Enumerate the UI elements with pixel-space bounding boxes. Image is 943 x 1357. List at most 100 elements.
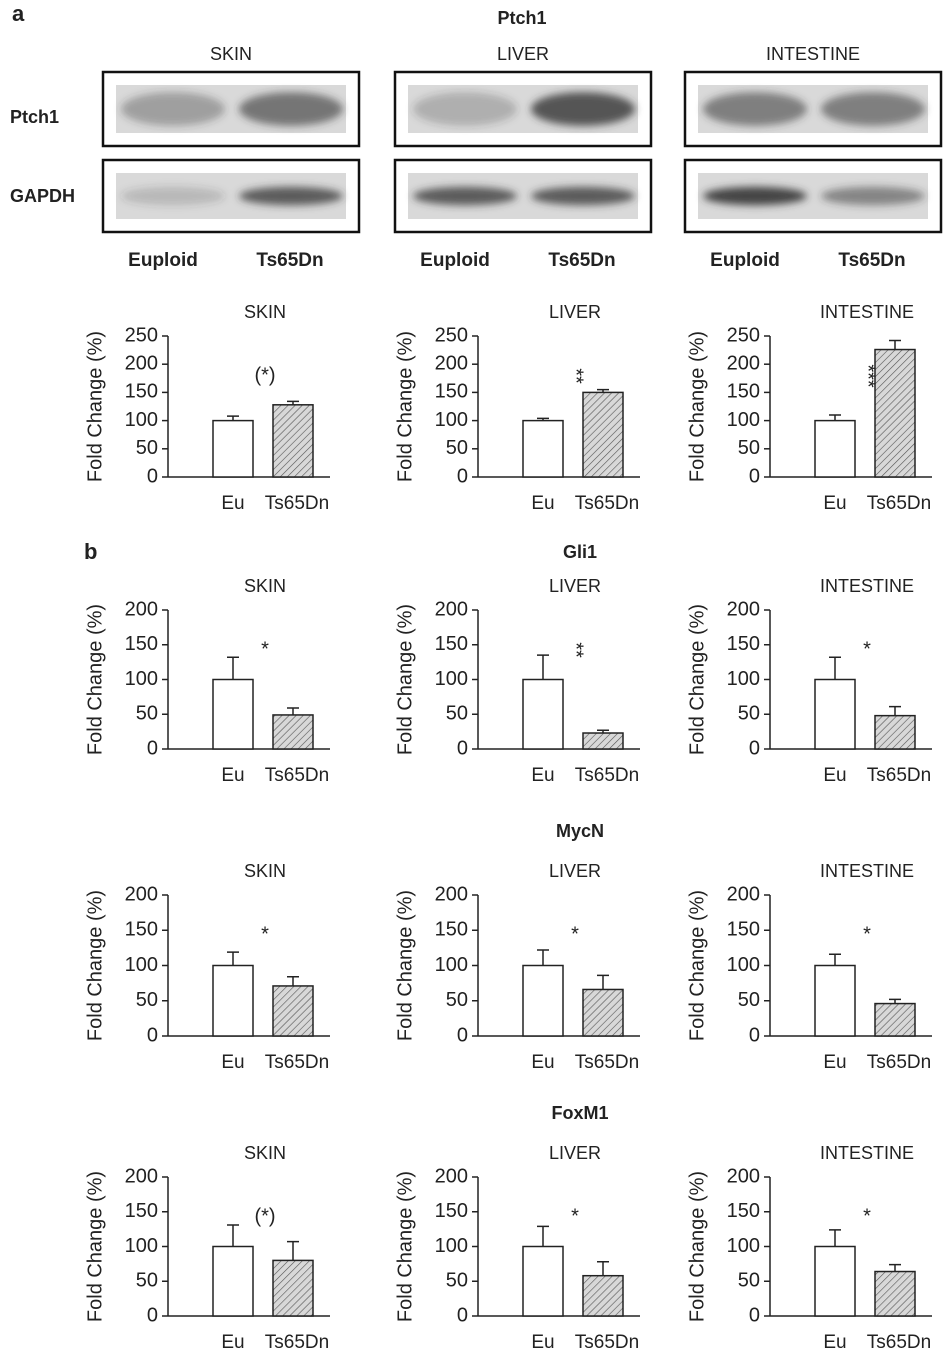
panel-label: b <box>84 539 97 564</box>
y-axis-label: Fold Change (%) <box>84 604 106 755</box>
error-bar <box>537 950 549 966</box>
y-tick-label: 150 <box>435 1200 468 1222</box>
chart-title: INTESTINE <box>820 302 914 322</box>
blot-band <box>703 92 807 126</box>
section-title: Gli1 <box>563 542 597 562</box>
y-tick-label: 250 <box>125 324 158 346</box>
section-title: MycN <box>556 821 604 841</box>
blot-row-label: GAPDH <box>10 186 75 206</box>
error-bar <box>829 657 841 679</box>
y-axis-label: Fold Change (%) <box>84 331 106 482</box>
y-tick-label: 100 <box>125 409 158 431</box>
x-tick-label: Ts65Dn <box>867 493 931 514</box>
y-tick-label: 0 <box>147 737 158 759</box>
y-tick-label: 150 <box>435 381 468 403</box>
y-tick-label: 50 <box>446 1270 468 1292</box>
y-tick-label: 50 <box>738 703 760 725</box>
x-tick-label: Eu <box>221 1052 244 1073</box>
bar <box>213 421 253 477</box>
y-tick-label: 100 <box>125 1235 158 1257</box>
error-bar <box>227 952 239 965</box>
y-tick-label: 50 <box>136 1270 158 1292</box>
y-tick-label: 50 <box>446 437 468 459</box>
x-tick-label: Eu <box>823 765 846 786</box>
y-tick-label: 200 <box>435 1165 468 1187</box>
y-tick-label: 200 <box>125 598 158 620</box>
y-tick-label: 100 <box>435 1235 468 1257</box>
x-tick-label: Eu <box>531 1052 554 1073</box>
y-tick-label: 50 <box>136 989 158 1011</box>
y-tick-label: 100 <box>435 954 468 976</box>
y-tick-label: 0 <box>147 465 158 487</box>
y-tick-label: 200 <box>727 352 760 374</box>
blot-band <box>239 187 343 205</box>
y-tick-label: 150 <box>727 919 760 941</box>
bar <box>523 421 563 477</box>
chart-title: LIVER <box>549 861 601 881</box>
significance: * <box>863 638 871 660</box>
y-tick-label: 50 <box>738 437 760 459</box>
bar <box>583 392 623 477</box>
x-tick-label: Ts65Dn <box>575 765 639 786</box>
bar <box>523 1247 563 1317</box>
chart-title: LIVER <box>549 1143 601 1163</box>
blot-band <box>531 92 635 126</box>
y-tick-label: 50 <box>446 989 468 1011</box>
blot-lane-label: Ts65Dn <box>256 250 323 271</box>
bar <box>875 1004 915 1036</box>
significance: * <box>571 1205 579 1227</box>
blot-lane-label: Euploid <box>128 250 198 271</box>
bar <box>273 1260 313 1316</box>
y-tick-label: 100 <box>727 1235 760 1257</box>
y-tick-label: 150 <box>727 633 760 655</box>
y-tick-label: 150 <box>125 919 158 941</box>
y-tick-label: 0 <box>147 1304 158 1326</box>
significance: ** <box>565 368 587 384</box>
bar <box>273 986 313 1036</box>
blot-band <box>413 92 517 126</box>
bar <box>583 1276 623 1316</box>
y-axis-label: Fold Change (%) <box>686 331 708 482</box>
blot-band <box>121 187 225 205</box>
y-axis-label: Fold Change (%) <box>84 1171 106 1322</box>
y-tick-label: 200 <box>727 1165 760 1187</box>
blot-band <box>531 187 635 205</box>
y-tick-label: 0 <box>749 1024 760 1046</box>
y-tick-label: 200 <box>435 598 468 620</box>
figure: a b Ptch1 Gli1 MycN FoxM1 Ptch1 GAPDH SK… <box>0 0 943 1357</box>
bar <box>213 966 253 1037</box>
y-tick-label: 200 <box>435 352 468 374</box>
error-bar <box>597 1262 609 1276</box>
y-tick-label: 200 <box>727 883 760 905</box>
bar <box>875 716 915 749</box>
y-axis-label: Fold Change (%) <box>686 604 708 755</box>
y-tick-label: 100 <box>727 668 760 690</box>
chart-title: SKIN <box>244 861 286 881</box>
significance: * <box>863 923 871 945</box>
error-bar <box>287 1242 299 1261</box>
error-bar <box>829 415 841 421</box>
y-tick-label: 200 <box>125 883 158 905</box>
bar <box>815 1247 855 1317</box>
x-tick-label: Eu <box>531 1332 554 1353</box>
error-bar <box>287 977 299 986</box>
x-tick-label: Eu <box>221 493 244 514</box>
y-tick-label: 100 <box>727 409 760 431</box>
bar <box>523 680 563 750</box>
x-tick-label: Eu <box>823 1332 846 1353</box>
bar <box>273 405 313 477</box>
chart-title: INTESTINE <box>820 861 914 881</box>
blot-band <box>703 187 807 205</box>
y-tick-label: 50 <box>136 703 158 725</box>
bar <box>815 966 855 1037</box>
bar <box>815 421 855 477</box>
y-axis-label: Fold Change (%) <box>394 890 416 1041</box>
error-bar <box>537 655 549 679</box>
y-tick-label: 0 <box>457 1304 468 1326</box>
significance: (*) <box>254 1205 275 1227</box>
x-tick-label: Eu <box>221 1332 244 1353</box>
y-tick-label: 0 <box>749 737 760 759</box>
y-tick-label: 50 <box>136 437 158 459</box>
y-tick-label: 250 <box>727 324 760 346</box>
y-tick-label: 250 <box>435 324 468 346</box>
